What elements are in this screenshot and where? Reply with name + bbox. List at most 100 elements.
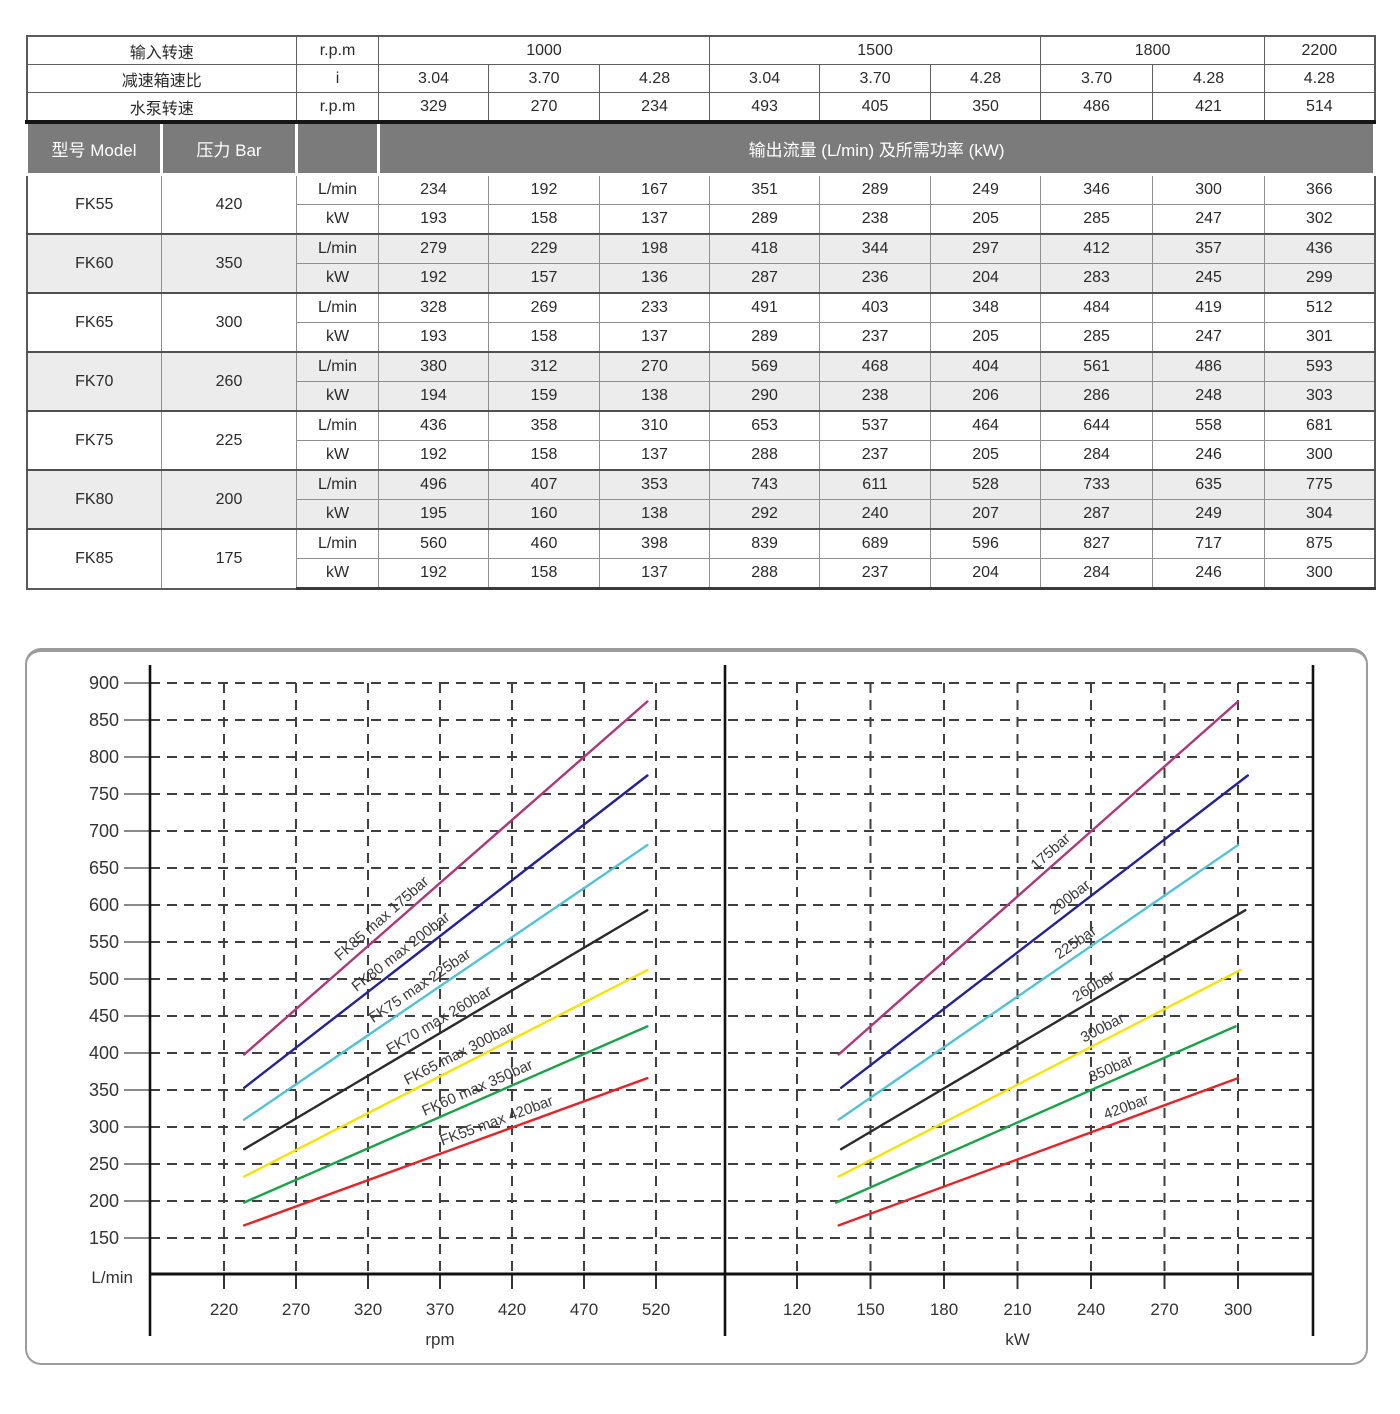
kw-value: 246 [1152, 558, 1266, 590]
header-value: 234 [599, 92, 711, 124]
lmin-value: 249 [930, 173, 1042, 205]
kw-value: 247 [1152, 204, 1266, 235]
kw-value: 205 [930, 204, 1042, 235]
y-tick-label: 300 [89, 1117, 119, 1137]
kw-value: 138 [599, 381, 711, 412]
header-value: 3.70 [819, 64, 932, 93]
kw-value: 299 [1264, 263, 1376, 294]
kw-value: 136 [599, 263, 711, 294]
table-row-kw: kW 194 159 138 290 238 206 286 248 303 [27, 381, 1376, 412]
y-tick-label: 400 [89, 1043, 119, 1063]
lmin-value: 468 [819, 351, 932, 382]
header-value: 4.28 [1152, 64, 1266, 93]
lmin-value: 366 [1264, 173, 1376, 205]
kw-value: 289 [709, 322, 821, 353]
kw-value: 138 [599, 499, 711, 530]
lmin-value: 348 [930, 292, 1042, 323]
y-axis-unit-label: L/min [91, 1268, 133, 1287]
unit-cell: i [296, 64, 380, 93]
kw-value: 205 [930, 322, 1042, 353]
lmin-value: 436 [378, 410, 490, 441]
y-tick-label: 850 [89, 710, 119, 730]
lmin-value: 484 [1040, 292, 1154, 323]
unit-lmin: L/min [296, 469, 380, 500]
lmin-value: 344 [819, 233, 932, 264]
lmin-value: 512 [1264, 292, 1376, 323]
header-value: 486 [1040, 92, 1154, 124]
y-tick-label: 800 [89, 747, 119, 767]
lmin-value: 558 [1152, 410, 1266, 441]
lmin-value: 496 [378, 469, 490, 500]
header-value: 421 [1152, 92, 1266, 124]
series-line [242, 774, 649, 1089]
x-tick-label: 370 [426, 1300, 454, 1319]
y-tick-label: 750 [89, 784, 119, 804]
y-tick-label: 150 [89, 1228, 119, 1248]
x-tick-label: 270 [282, 1300, 310, 1319]
lmin-value: 644 [1040, 410, 1154, 441]
lmin-value: 310 [599, 410, 711, 441]
kw-value: 158 [488, 558, 601, 590]
kw-value: 248 [1152, 381, 1266, 412]
header-value: 3.04 [709, 64, 821, 93]
header-value: 350 [930, 92, 1042, 124]
y-tick-label: 550 [89, 932, 119, 952]
model-cell: FK80 [26, 469, 162, 530]
kw-value: 193 [378, 322, 490, 353]
lmin-value: 653 [709, 410, 821, 441]
input-speed-value: 1500 [709, 35, 1042, 65]
kw-value: 287 [709, 263, 821, 294]
series-line [837, 1076, 1240, 1227]
lmin-value: 358 [488, 410, 601, 441]
section-header-row: 型号 Model 压力 Bar 输出流量 (L/min) 及所需功率 (kW) [25, 120, 1377, 176]
x-axis-unit-label: rpm [425, 1330, 454, 1349]
y-tick-label: 250 [89, 1154, 119, 1174]
kw-value: 206 [930, 381, 1042, 412]
table-row-lmin: FK65 300 L/min 328 269 233 491 403 348 484 419 512 [26, 292, 1376, 353]
kw-value: 195 [378, 499, 490, 530]
lmin-value: 300 [1152, 173, 1266, 205]
y-tick-label: 450 [89, 1006, 119, 1026]
lmin-value: 346 [1040, 173, 1154, 205]
table-row-kw: kW 193 158 137 289 238 205 285 247 302 [27, 204, 1376, 235]
kw-value: 288 [709, 440, 821, 471]
lmin-value: 234 [378, 173, 490, 205]
kw-value: 304 [1264, 499, 1376, 530]
kw-value: 204 [930, 558, 1042, 590]
kw-value: 192 [378, 440, 490, 471]
lmin-value: 491 [709, 292, 821, 323]
series-line [242, 908, 649, 1151]
series-line [837, 843, 1240, 1121]
lmin-value: 353 [599, 469, 711, 500]
x-tick-label: 470 [570, 1300, 598, 1319]
kw-value: 158 [488, 440, 601, 471]
x-axis-unit-label: kW [1005, 1330, 1030, 1349]
row-label: 水泵转速 [25, 92, 298, 124]
unit-lmin: L/min [296, 233, 380, 264]
header-value: 4.28 [599, 64, 711, 93]
y-tick-label: 600 [89, 895, 119, 915]
kw-value: 301 [1264, 322, 1376, 353]
table-row-lmin: FK70 260 L/min 380 312 270 569 468 404 561 486 593 [26, 351, 1376, 412]
output-columns-header: 输出流量 (L/min) 及所需功率 (kW) [377, 120, 1377, 176]
kw-value: 237 [819, 322, 932, 353]
lmin-value: 403 [819, 292, 932, 323]
pressure-cell: 175 [160, 528, 298, 589]
header-value: 3.04 [378, 64, 490, 93]
kw-value: 207 [930, 499, 1042, 530]
kw-value: 284 [1040, 440, 1154, 471]
lmin-value: 312 [488, 351, 601, 382]
x-tick-label: 300 [1224, 1300, 1252, 1319]
kw-value: 137 [599, 204, 711, 235]
unit-kw: kW [296, 322, 380, 353]
header-value: 3.70 [488, 64, 601, 93]
unit-kw: kW [296, 499, 380, 530]
table-row-lmin: FK75 225 L/min 436 358 310 653 537 464 644 558 681 [26, 410, 1376, 471]
model-cell: FK65 [26, 292, 162, 353]
kw-value: 158 [488, 322, 601, 353]
kw-value: 137 [599, 558, 711, 590]
unit-cell: r.p.m [296, 92, 380, 124]
x-tick-label: 120 [783, 1300, 811, 1319]
lmin-value: 775 [1264, 469, 1376, 500]
kw-value: 246 [1152, 440, 1266, 471]
